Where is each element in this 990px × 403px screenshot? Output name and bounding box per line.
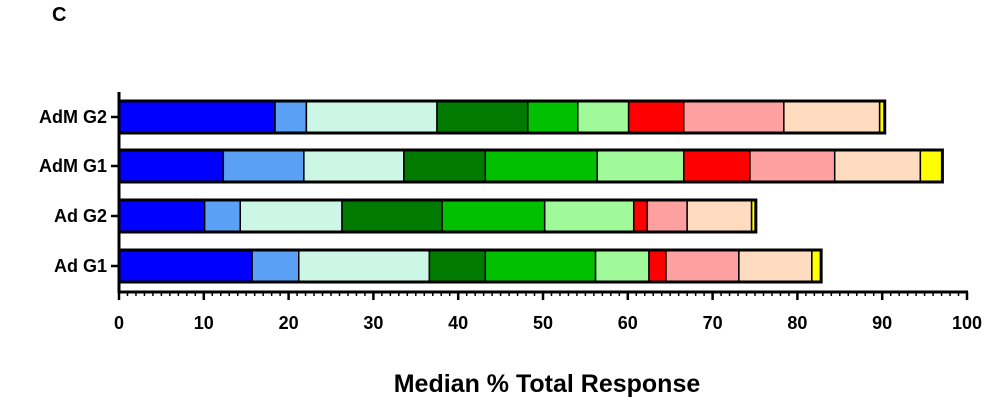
bar-segment — [118, 199, 206, 233]
bar-segment — [683, 149, 751, 183]
bar-segment — [305, 100, 438, 134]
bar-segment — [222, 149, 305, 183]
y-category-label: Ad G1 — [54, 256, 107, 276]
bar-segment — [833, 149, 922, 183]
x-axis-title: Median % Total Response — [394, 370, 701, 398]
bar-segment — [274, 100, 308, 134]
bar-segment — [632, 199, 649, 233]
bar-segment — [683, 100, 785, 134]
bar-segment — [648, 249, 667, 283]
x-tick-label: 40 — [448, 313, 468, 333]
y-category-label: AdM G2 — [39, 107, 107, 127]
bar-segment — [118, 149, 225, 183]
bar-segment — [203, 199, 242, 233]
x-tick-label: 90 — [872, 313, 892, 333]
bars-layer — [117, 99, 944, 284]
bar-segment — [484, 149, 599, 183]
bar-segment — [783, 100, 881, 134]
bar-segment — [118, 100, 276, 134]
bar-segment — [646, 199, 688, 233]
y-category-label: AdM G1 — [39, 156, 107, 176]
bar-segment — [919, 149, 944, 183]
bar-segment — [303, 149, 405, 183]
bar-segment — [594, 249, 650, 283]
x-tick-label: 50 — [533, 313, 553, 333]
bar-segment — [543, 199, 635, 233]
bar-segment — [738, 249, 813, 283]
bar-segment — [441, 199, 546, 233]
x-tick-label: 80 — [787, 313, 807, 333]
bar-segment — [403, 149, 487, 183]
bar-segment — [298, 249, 431, 283]
bar-segment — [749, 149, 836, 183]
bar-segment — [665, 249, 740, 283]
bar-segment — [596, 149, 685, 183]
bar-segment — [484, 249, 597, 283]
panel-label: C — [52, 4, 67, 26]
y-ticks-layer: AdM G2 AdM G1 Ad G2 Ad G1 — [39, 107, 119, 276]
bar-segment — [526, 100, 579, 134]
x-tick-label: 60 — [618, 313, 638, 333]
x-tick-label: 70 — [703, 313, 723, 333]
x-tick-label: 0 — [114, 313, 124, 333]
bar-segment — [251, 249, 300, 283]
x-tick-label: 10 — [194, 313, 214, 333]
bar-segment — [428, 249, 487, 283]
x-tick-label: 30 — [363, 313, 383, 333]
x-tick-label: 100 — [952, 313, 982, 333]
bar-segment — [436, 100, 529, 134]
bar-segment — [577, 100, 630, 134]
bar-segment — [239, 199, 343, 233]
bar-segment — [341, 199, 443, 233]
x-ticks-layer: 0 10 20 30 40 50 60 70 80 90 100 — [114, 292, 982, 333]
bar-segment — [686, 199, 753, 233]
x-tick-label: 20 — [279, 313, 299, 333]
bar-segment — [627, 100, 685, 134]
y-category-label: Ad G2 — [54, 206, 107, 226]
bar-segment — [118, 249, 253, 283]
